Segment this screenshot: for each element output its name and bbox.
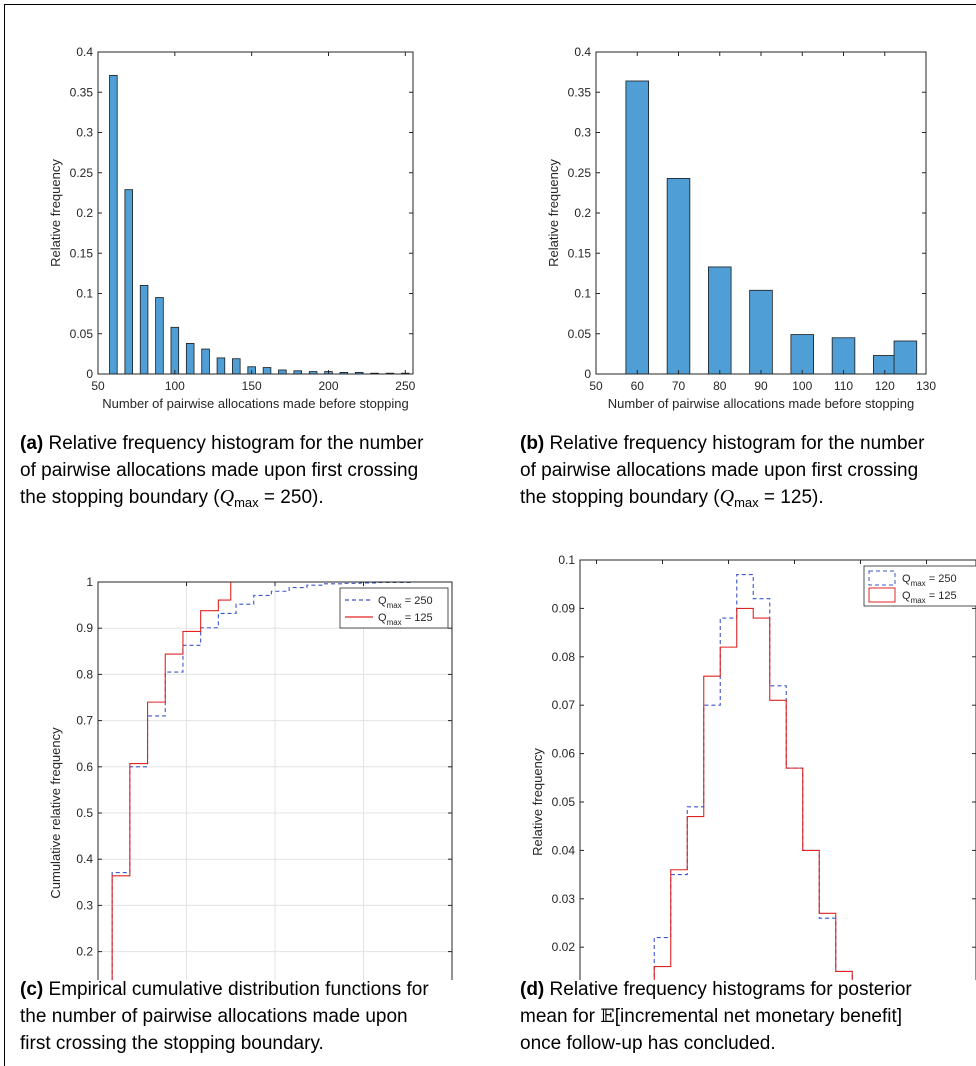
y-tick-label: 0.02 xyxy=(552,940,576,954)
figure-frame xyxy=(4,4,976,1066)
bar xyxy=(109,74,118,375)
bar xyxy=(124,189,133,375)
bar xyxy=(790,334,814,375)
bar xyxy=(232,358,241,375)
legend-swatch xyxy=(868,587,896,603)
y-tick-label: 0 xyxy=(86,367,93,381)
x-tick-label: 100 xyxy=(792,379,812,393)
y-tick-label: 0.4 xyxy=(76,45,93,59)
y-tick-label: 0.3 xyxy=(574,126,591,140)
bar xyxy=(708,266,732,375)
y-tick-label: 1 xyxy=(86,575,93,589)
y-tick-label: 0.1 xyxy=(76,287,93,301)
legend: Qmax = 250 Qmax = 125 xyxy=(863,565,976,607)
x-tick-label: 80 xyxy=(713,379,727,393)
y-tick-label: 0.25 xyxy=(568,166,592,180)
y-tick-label: 0.25 xyxy=(70,166,94,180)
caption-d: (d) Relative frequency histograms for po… xyxy=(520,979,912,1054)
y-tick-label: 0.4 xyxy=(574,45,591,59)
y-tick-label: 0.35 xyxy=(568,85,592,99)
series-line xyxy=(111,581,452,980)
bar xyxy=(262,367,272,375)
x-axis-label: Number of pairwise allocations made befo… xyxy=(102,396,408,411)
bar xyxy=(831,337,856,375)
x-tick-label: 50 xyxy=(91,379,105,393)
y-tick-label: 0.08 xyxy=(552,650,576,664)
series-line xyxy=(653,607,853,980)
legend-box xyxy=(339,587,449,629)
x-tick-label: 100 xyxy=(165,379,185,393)
axes-box xyxy=(579,559,976,980)
caption-b: (b) Relative frequency histogram for the… xyxy=(520,433,925,510)
y-tick-label: 0.07 xyxy=(552,698,576,712)
y-tick-label: 0.6 xyxy=(76,760,93,774)
y-axis-label: Cumulative relative frequency xyxy=(48,727,63,899)
x-tick-label: 200 xyxy=(318,379,338,393)
y-tick-label: 0.9 xyxy=(76,621,93,635)
caption-a: (a) Relative frequency histogram for the… xyxy=(20,433,424,510)
y-tick-label: 0.2 xyxy=(76,206,93,220)
x-tick-label: 90 xyxy=(754,379,768,393)
x-tick-label: 50 xyxy=(589,379,603,393)
y-tick-label: 0.1 xyxy=(574,287,591,301)
y-tick-label: 0.7 xyxy=(76,714,93,728)
y-tick-label: 0.09 xyxy=(552,601,576,615)
legend: Qmax = 250 Qmax = 125 xyxy=(339,587,449,629)
y-tick-label: 0.3 xyxy=(76,898,93,912)
x-tick-label: 70 xyxy=(672,379,686,393)
x-tick-label: 120 xyxy=(875,379,895,393)
chart-c: 5010015020025000.10.20.30.40.50.60.70.80… xyxy=(48,575,453,980)
legend-box xyxy=(863,565,976,607)
bar xyxy=(216,357,226,375)
caption-c: (c) Empirical cumulative distribution fu… xyxy=(20,979,429,1054)
y-axis-label: Relative frequency xyxy=(48,159,63,267)
series-line xyxy=(653,573,853,980)
legend-label: Qmax = 125 xyxy=(902,590,957,605)
y-tick-label: 0.1 xyxy=(558,553,575,567)
y-tick-label: 0.3 xyxy=(76,126,93,140)
bar xyxy=(666,177,691,375)
bar xyxy=(749,289,773,375)
bar xyxy=(625,80,649,375)
y-tick-label: 0.05 xyxy=(552,795,576,809)
chart-b: 50 60 70 80 90 100 110 120 130 0 0.05 0.1 0.15 0.2 0.2… xyxy=(546,45,936,411)
y-tick-label: 0.8 xyxy=(76,667,93,681)
bar xyxy=(155,297,164,375)
chart-d: -6000-4000-200002000400000.010.020.030.0… xyxy=(530,553,976,980)
y-tick-label: 0.05 xyxy=(568,327,592,341)
bar xyxy=(139,285,149,375)
chart-a: 50 100 150 200 250 0 0.05 0.1 0.15 0.2 0.25 0.3 0.35… xyxy=(48,45,416,411)
bar xyxy=(893,340,918,375)
legend-swatch xyxy=(868,570,896,586)
x-tick-label: 110 xyxy=(834,379,853,393)
y-tick-label: 0.15 xyxy=(70,246,94,260)
y-tick-label: 0.2 xyxy=(76,945,93,959)
x-tick-label: 250 xyxy=(395,379,415,393)
bar xyxy=(278,369,287,375)
y-tick-label: 0.15 xyxy=(568,246,592,260)
series-line xyxy=(111,581,452,980)
x-axis-label: Number of pairwise allocations made befo… xyxy=(608,396,914,411)
y-tick-label: 0.5 xyxy=(76,806,93,820)
legend-label: Qmax = 250 xyxy=(378,595,433,610)
x-tick-label: 150 xyxy=(242,379,262,393)
y-tick-label: 0.2 xyxy=(574,206,591,220)
bar xyxy=(170,326,180,375)
y-tick-label: 0.4 xyxy=(76,852,93,866)
y-tick-label: 0.05 xyxy=(70,327,94,341)
x-tick-label: 130 xyxy=(916,379,936,393)
y-axis-label: Relative frequency xyxy=(530,748,545,856)
legend-label: Qmax = 250 xyxy=(902,573,957,588)
legend-label: Qmax = 125 xyxy=(378,612,433,627)
y-tick-label: 0.04 xyxy=(552,843,576,857)
x-tick-label: 60 xyxy=(631,379,645,393)
y-tick-label: 0.06 xyxy=(552,747,576,761)
y-tick-label: 0 xyxy=(584,367,591,381)
y-axis-label: Relative frequency xyxy=(546,159,561,267)
y-tick-label: 0.03 xyxy=(552,892,576,906)
y-tick-label: 0.35 xyxy=(70,85,94,99)
bar xyxy=(201,348,210,375)
bar xyxy=(185,343,195,375)
